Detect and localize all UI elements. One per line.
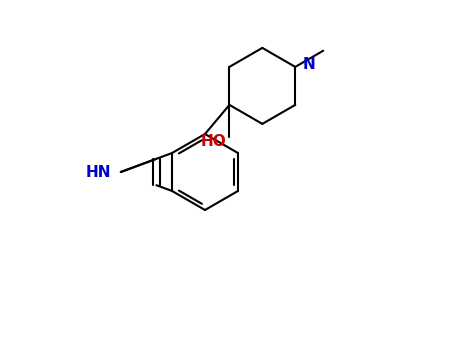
Text: HO: HO <box>201 134 226 149</box>
Text: HN: HN <box>86 164 111 180</box>
Text: N: N <box>303 57 316 72</box>
